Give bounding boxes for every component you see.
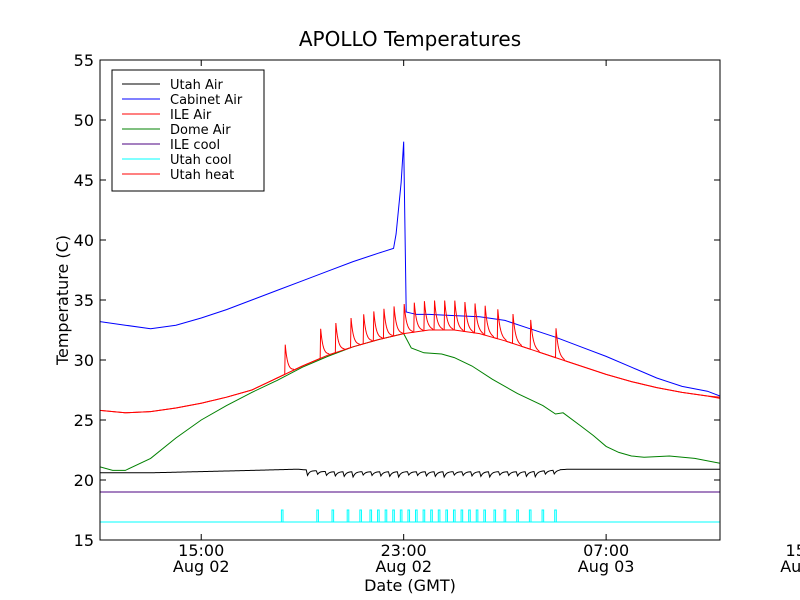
x-tick-date-1: Aug 02: [375, 557, 432, 576]
legend-box: [111, 69, 265, 192]
utah-cool-pulse-5: [369, 509, 373, 522]
x-tick-time-3: 15:00: [786, 541, 800, 560]
utah-cool-pulse-10: [407, 509, 411, 522]
utah-cool-pulse-13: [430, 509, 433, 522]
utah-cool-pulse-4: [359, 509, 362, 522]
x-tick-date-0: Aug 02: [173, 557, 230, 576]
utah-cool-pulse-19: [475, 509, 479, 522]
utah-cool-pulse-15: [445, 509, 448, 522]
x-axis-label: Date (GMT): [364, 576, 456, 595]
utah-cool-pulse-2: [331, 509, 335, 522]
x-tick-time-1: 23:00: [381, 541, 427, 560]
legend-label-utah-heat: Utah heat: [170, 168, 234, 183]
legend-label-dome-air: Dome Air: [170, 123, 231, 138]
utah-cool-pulse-7: [384, 509, 388, 522]
y-tick-label-7: 50: [74, 111, 94, 130]
legend-label-utah-air: Utah Air: [170, 78, 223, 93]
y-tick-label-5: 40: [74, 231, 94, 250]
utah-cool-pulse-8: [392, 509, 395, 522]
y-tick-label-8: 55: [74, 51, 94, 70]
y-tick-label-6: 45: [74, 171, 94, 190]
utah-cool-pulse-23: [516, 509, 519, 522]
chart-title: APOLLO Temperatures: [299, 27, 521, 51]
utah-cool-pulse-22: [503, 509, 507, 522]
utah-cool-pulse-9: [399, 509, 403, 522]
y-tick-label-1: 20: [74, 471, 94, 490]
x-tick-date-2: Aug 03: [578, 557, 635, 576]
utah-cool-pulse-0: [280, 509, 284, 522]
utah-cool-pulse-26: [554, 509, 557, 522]
series-layer: [100, 141, 720, 523]
utah-cool-pulse-21: [493, 509, 497, 522]
y-axis-label: Temperature (C): [53, 235, 72, 366]
legend-label-cabinet-air: Cabinet Air: [170, 93, 243, 108]
y-tick-label-3: 30: [74, 351, 94, 370]
y-tick-label-2: 25: [74, 411, 94, 430]
y-tick-label-0: 15: [74, 531, 94, 550]
series-line-utah-heat: [100, 300, 720, 414]
series-line-cabinet-air: [100, 141, 720, 412]
utah-cool-pulse-16: [452, 509, 456, 522]
x-tick-date-3: Aug 03: [780, 557, 800, 576]
legend-label-utah-cool: Utah cool: [170, 153, 232, 168]
utah-cool-pulse-6: [377, 509, 380, 522]
legend-label-ile-air: ILE Air: [170, 108, 212, 123]
utah-cool-pulse-14: [437, 509, 441, 522]
utah-cool-pulse-24: [528, 509, 532, 522]
utah-cool-pulse-3: [346, 509, 350, 522]
y-tick-label-4: 35: [74, 291, 94, 310]
utah-cool-pulse-12: [422, 509, 426, 522]
utah-cool-pulse-20: [483, 509, 486, 522]
series-line-utah-air: [100, 468, 720, 479]
utah-cool-pulse-11: [415, 509, 418, 522]
legend-label-ile-cool: ILE cool: [170, 138, 220, 153]
x-tick-time-2: 07:00: [583, 541, 629, 560]
series-line-dome-air: [100, 331, 720, 471]
utah-cool-pulse-18: [468, 509, 471, 522]
utah-cool-pulse-25: [541, 509, 545, 522]
x-tick-time-0: 15:00: [178, 541, 224, 560]
utah-cool-pulse-17: [460, 509, 464, 522]
utah-cool-pulse-1: [316, 509, 319, 522]
